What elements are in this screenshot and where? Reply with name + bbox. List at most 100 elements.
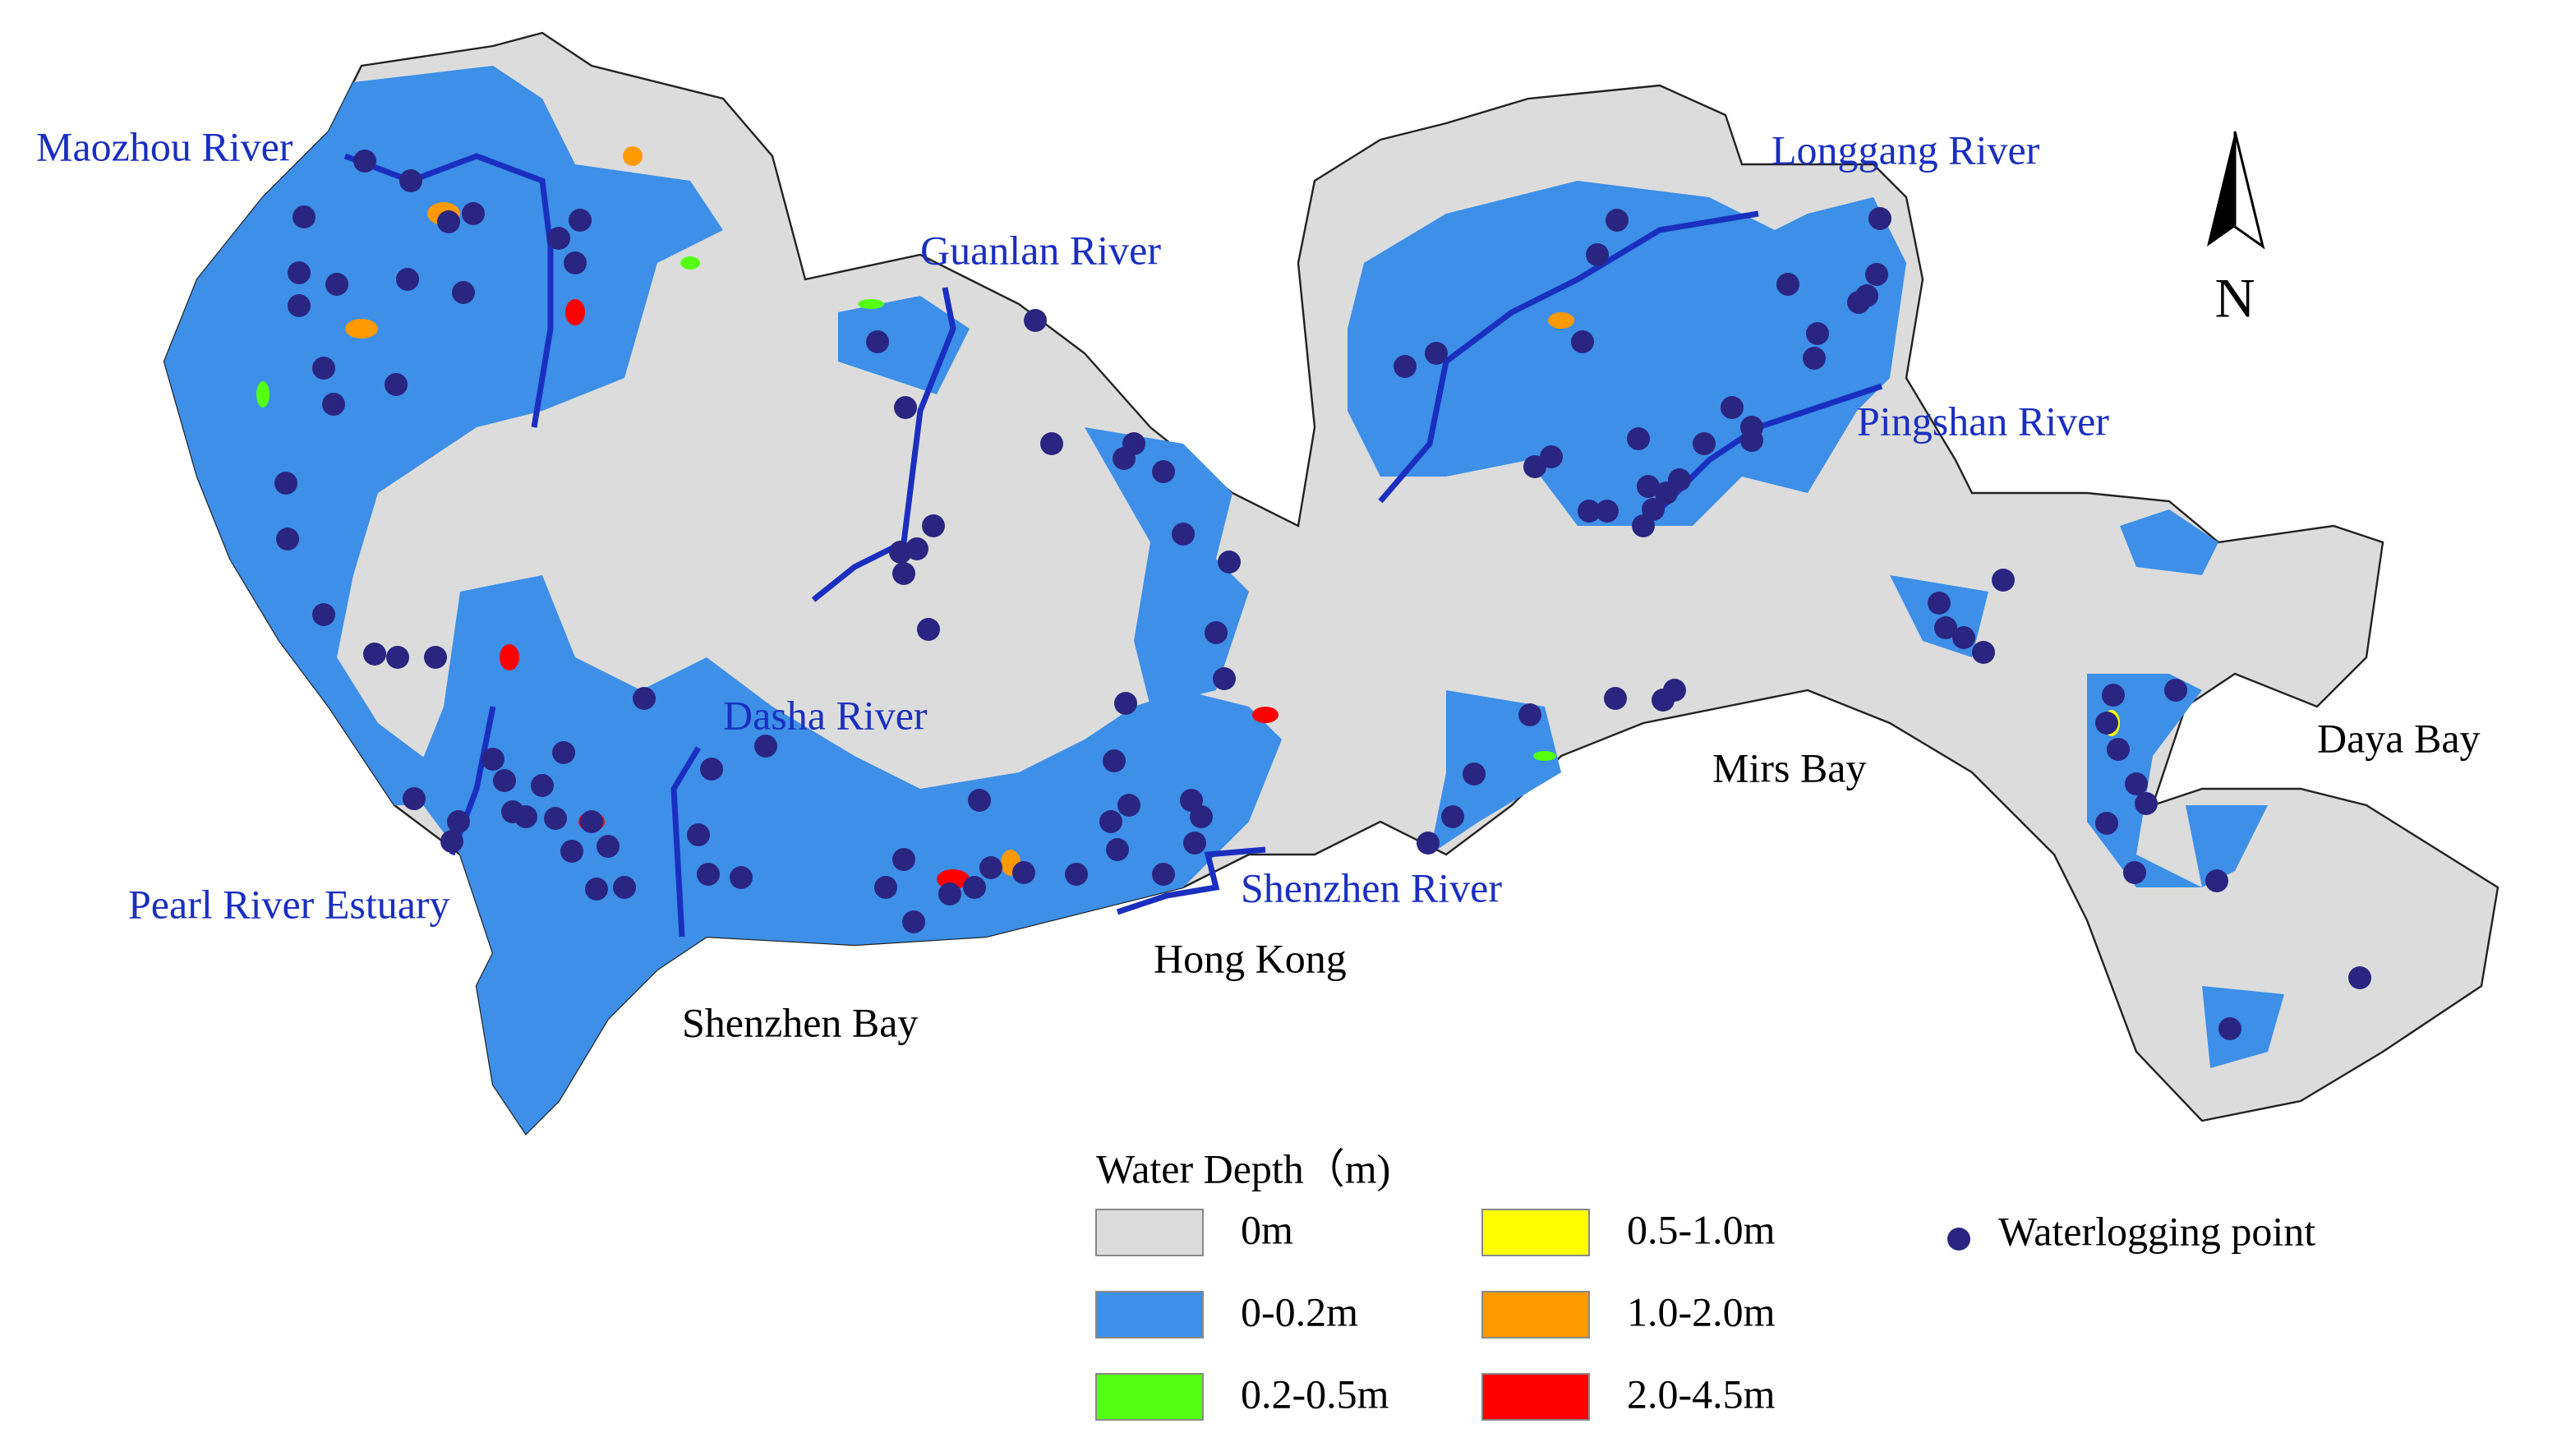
- waterlogging-point: [396, 268, 419, 291]
- waterlogging-point: [917, 618, 940, 641]
- waterlogging-point: [700, 758, 723, 781]
- waterlogging-point: [288, 294, 311, 317]
- waterlogging-point: [922, 514, 945, 537]
- waterlogging-point: [633, 687, 656, 710]
- waterlogging-point: [288, 261, 311, 284]
- waterlogging-point: [1213, 667, 1236, 690]
- waterlogging-point: [979, 856, 1002, 879]
- waterlogging-point: [2164, 679, 2187, 702]
- waterlogging-point: [312, 603, 335, 626]
- waterlogging-point: [1183, 832, 1206, 855]
- waterlogging-point: [1868, 207, 1891, 230]
- waterlogging-point: [2348, 966, 2371, 989]
- waterlogging-point: [874, 876, 897, 899]
- waterlogging-point: [1571, 330, 1594, 353]
- river-label: Dasha River: [723, 692, 928, 738]
- legend-label: 0m: [1241, 1206, 1293, 1252]
- waterlogging-point: [968, 789, 991, 812]
- waterlogging-point: [1776, 273, 1799, 296]
- river-label: Longgang River: [1771, 127, 2040, 173]
- waterlogging-point: [697, 863, 720, 886]
- waterlogging-point: [1065, 863, 1088, 886]
- river-label: Shenzhen River: [1241, 864, 1502, 910]
- waterlogging-point: [2107, 738, 2130, 761]
- north-arrow: N: [2207, 131, 2265, 329]
- waterlogging-point: [1586, 243, 1609, 266]
- waterlogging-point: [938, 882, 961, 905]
- waterlogging-point: [1721, 396, 1744, 419]
- waterlogging-point: [1972, 641, 1995, 664]
- waterlogging-point: [1463, 763, 1486, 786]
- waterlogging-point: [322, 393, 345, 416]
- waterlogging-point: [1806, 322, 1829, 345]
- waterlogging-point: [1394, 355, 1417, 378]
- river-label: Pearl River Estuary: [128, 881, 450, 927]
- legend-swatch: [1481, 1209, 1590, 1256]
- waterlogging-point: [1652, 689, 1675, 712]
- waterlogging-point: [1441, 805, 1464, 828]
- waterlogging-points: [274, 150, 2371, 1040]
- waterlogging-point: [386, 646, 409, 669]
- waterlogging-point: [905, 537, 928, 560]
- waterlogging-point: [687, 823, 710, 846]
- waterlogging-point: [1604, 687, 1627, 710]
- waterlogging-point: [312, 357, 335, 380]
- waterlogging-point: [552, 741, 575, 764]
- waterlogging-point: [424, 646, 447, 669]
- waterlogging-point: [1523, 455, 1546, 478]
- waterlogging-point: [597, 835, 620, 858]
- waterlogging-point: [1122, 432, 1145, 455]
- waterlogging-point: [2123, 861, 2146, 884]
- place-label: Daya Bay: [2317, 715, 2481, 761]
- legend-swatch: [1481, 1373, 1590, 1421]
- waterlogging-point: [440, 830, 463, 853]
- waterlogging-point: [569, 209, 592, 232]
- place-label: Hong Kong: [1154, 935, 1347, 981]
- waterlogging-point: [353, 150, 376, 173]
- waterlogging-point: [2095, 812, 2118, 835]
- legend-point-marker: [1947, 1228, 1970, 1251]
- river-label: Guanlan River: [920, 227, 1161, 273]
- waterlogging-point: [892, 562, 915, 585]
- waterlogging-point: [1518, 703, 1541, 726]
- waterlogging-point: [1637, 475, 1660, 498]
- waterlogging-point: [1693, 432, 1716, 455]
- waterlogging-point: [293, 205, 316, 228]
- waterlogging-point: [1928, 592, 1951, 615]
- waterlogging-point: [754, 735, 777, 758]
- waterlogging-point: [452, 281, 475, 304]
- waterlogging-point: [1803, 347, 1826, 370]
- waterlogging-point: [1934, 616, 1957, 639]
- waterlogging-point: [894, 396, 917, 419]
- waterlogging-point: [363, 643, 386, 666]
- waterlogging-point: [866, 330, 889, 353]
- waterlogging-point: [1117, 794, 1140, 817]
- legend-swatch: [1095, 1373, 1204, 1421]
- waterlogging-point: [1847, 291, 1870, 314]
- waterlogging-point: [1024, 309, 1047, 332]
- waterlogging-point: [1578, 500, 1601, 523]
- waterlogging-point: [493, 769, 516, 792]
- waterlogging-point: [1596, 500, 1619, 523]
- waterlogging-point: [1106, 838, 1129, 861]
- waterlogging-point: [1040, 432, 1063, 455]
- waterlogging-point: [1865, 263, 1888, 286]
- waterlogging-point: [1114, 692, 1137, 715]
- legend: Water Depth（m) 0m 0-0.2m 0.2-0.5m 0.5-1.0m 1…: [1095, 1145, 2315, 1421]
- waterlogging-point: [399, 169, 422, 192]
- waterlogging-point: [1606, 209, 1629, 232]
- waterlogging-point: [1992, 569, 2015, 592]
- waterlogging-point: [1205, 621, 1228, 644]
- waterlogging-point: [1012, 861, 1035, 884]
- waterlogging-point: [547, 227, 570, 250]
- waterlogging-point: [274, 472, 297, 495]
- waterlogging-point: [564, 251, 587, 274]
- waterlogging-point: [531, 774, 554, 797]
- waterlogging-point: [1152, 460, 1175, 483]
- waterlogging-point: [403, 787, 426, 810]
- waterlogging-point: [514, 805, 537, 828]
- waterlogging-point: [447, 810, 470, 833]
- waterlogging-point: [325, 273, 348, 296]
- legend-swatch: [1095, 1209, 1204, 1256]
